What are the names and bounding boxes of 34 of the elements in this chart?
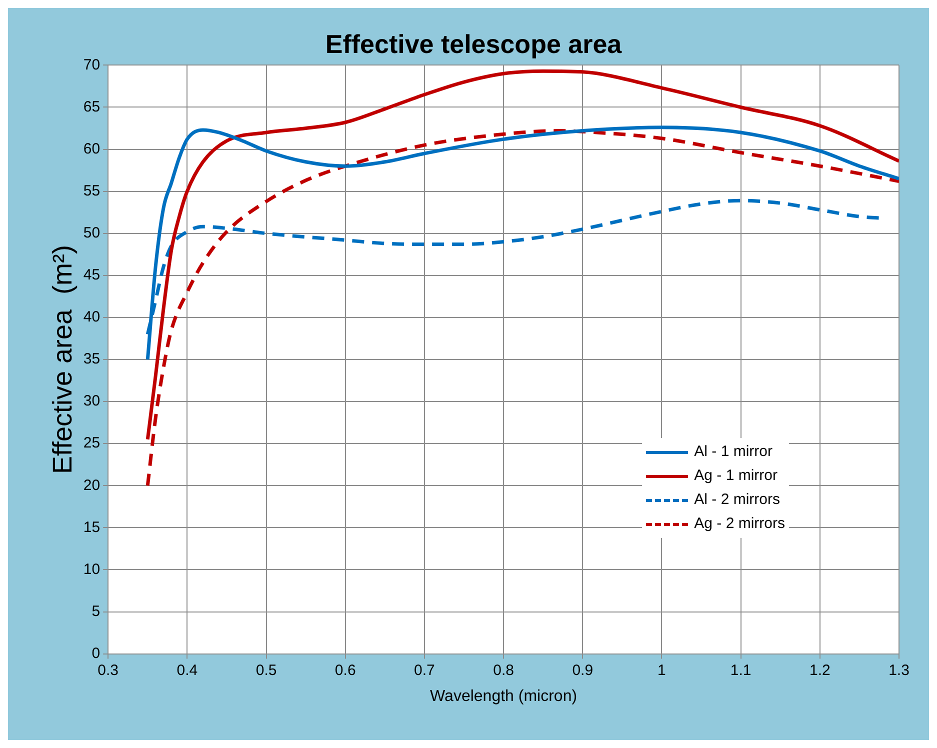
y-tick-label: 70 [83,56,100,74]
x-axis-title: Wavelength (micron) [430,688,578,705]
x-tick-label: 1.3 [888,662,910,679]
y-tick-label: 60 [83,140,100,158]
x-tick-label: 1 [658,662,666,679]
y-tick-label: 35 [83,350,100,368]
legend-label: Al - 2 mirrors [694,490,780,510]
x-tick-label: 0.6 [334,662,356,679]
legend-label: Ag - 1 mirror [694,466,778,486]
y-axis-title: Effective area (m²) [48,244,78,474]
y-tick-label: 15 [83,518,100,536]
x-tick-label: 0.9 [572,662,594,679]
x-tick-label: 1.2 [809,662,830,679]
y-tick-label: 25 [83,434,100,452]
y-tick-label: 50 [83,224,100,242]
y-tick-label: 55 [83,182,100,200]
y-tick-label: 20 [83,476,100,494]
x-tick-label: 1.1 [730,662,752,679]
y-tick-label: 40 [83,308,100,326]
x-tick-label: 0.4 [176,662,198,679]
x-tick-label: 0.3 [98,662,119,679]
x-tick-label: 0.8 [493,662,514,679]
y-tick-label: 30 [83,392,100,410]
y-tick-label: 10 [83,560,100,578]
x-tick-label: 0.5 [256,662,277,679]
chart-title: Effective telescope area [325,28,622,59]
y-tick-label: 45 [83,266,100,284]
line-series [146,126,899,362]
y-tick-label: 5 [92,602,100,620]
legend-label: Ag - 2 mirrors [694,514,785,534]
x-tick-label: 0.7 [414,662,435,679]
y-tick-label: 0 [92,644,100,662]
legend-label: Al - 1 mirror [694,442,772,462]
y-tick-label: 65 [83,98,100,116]
